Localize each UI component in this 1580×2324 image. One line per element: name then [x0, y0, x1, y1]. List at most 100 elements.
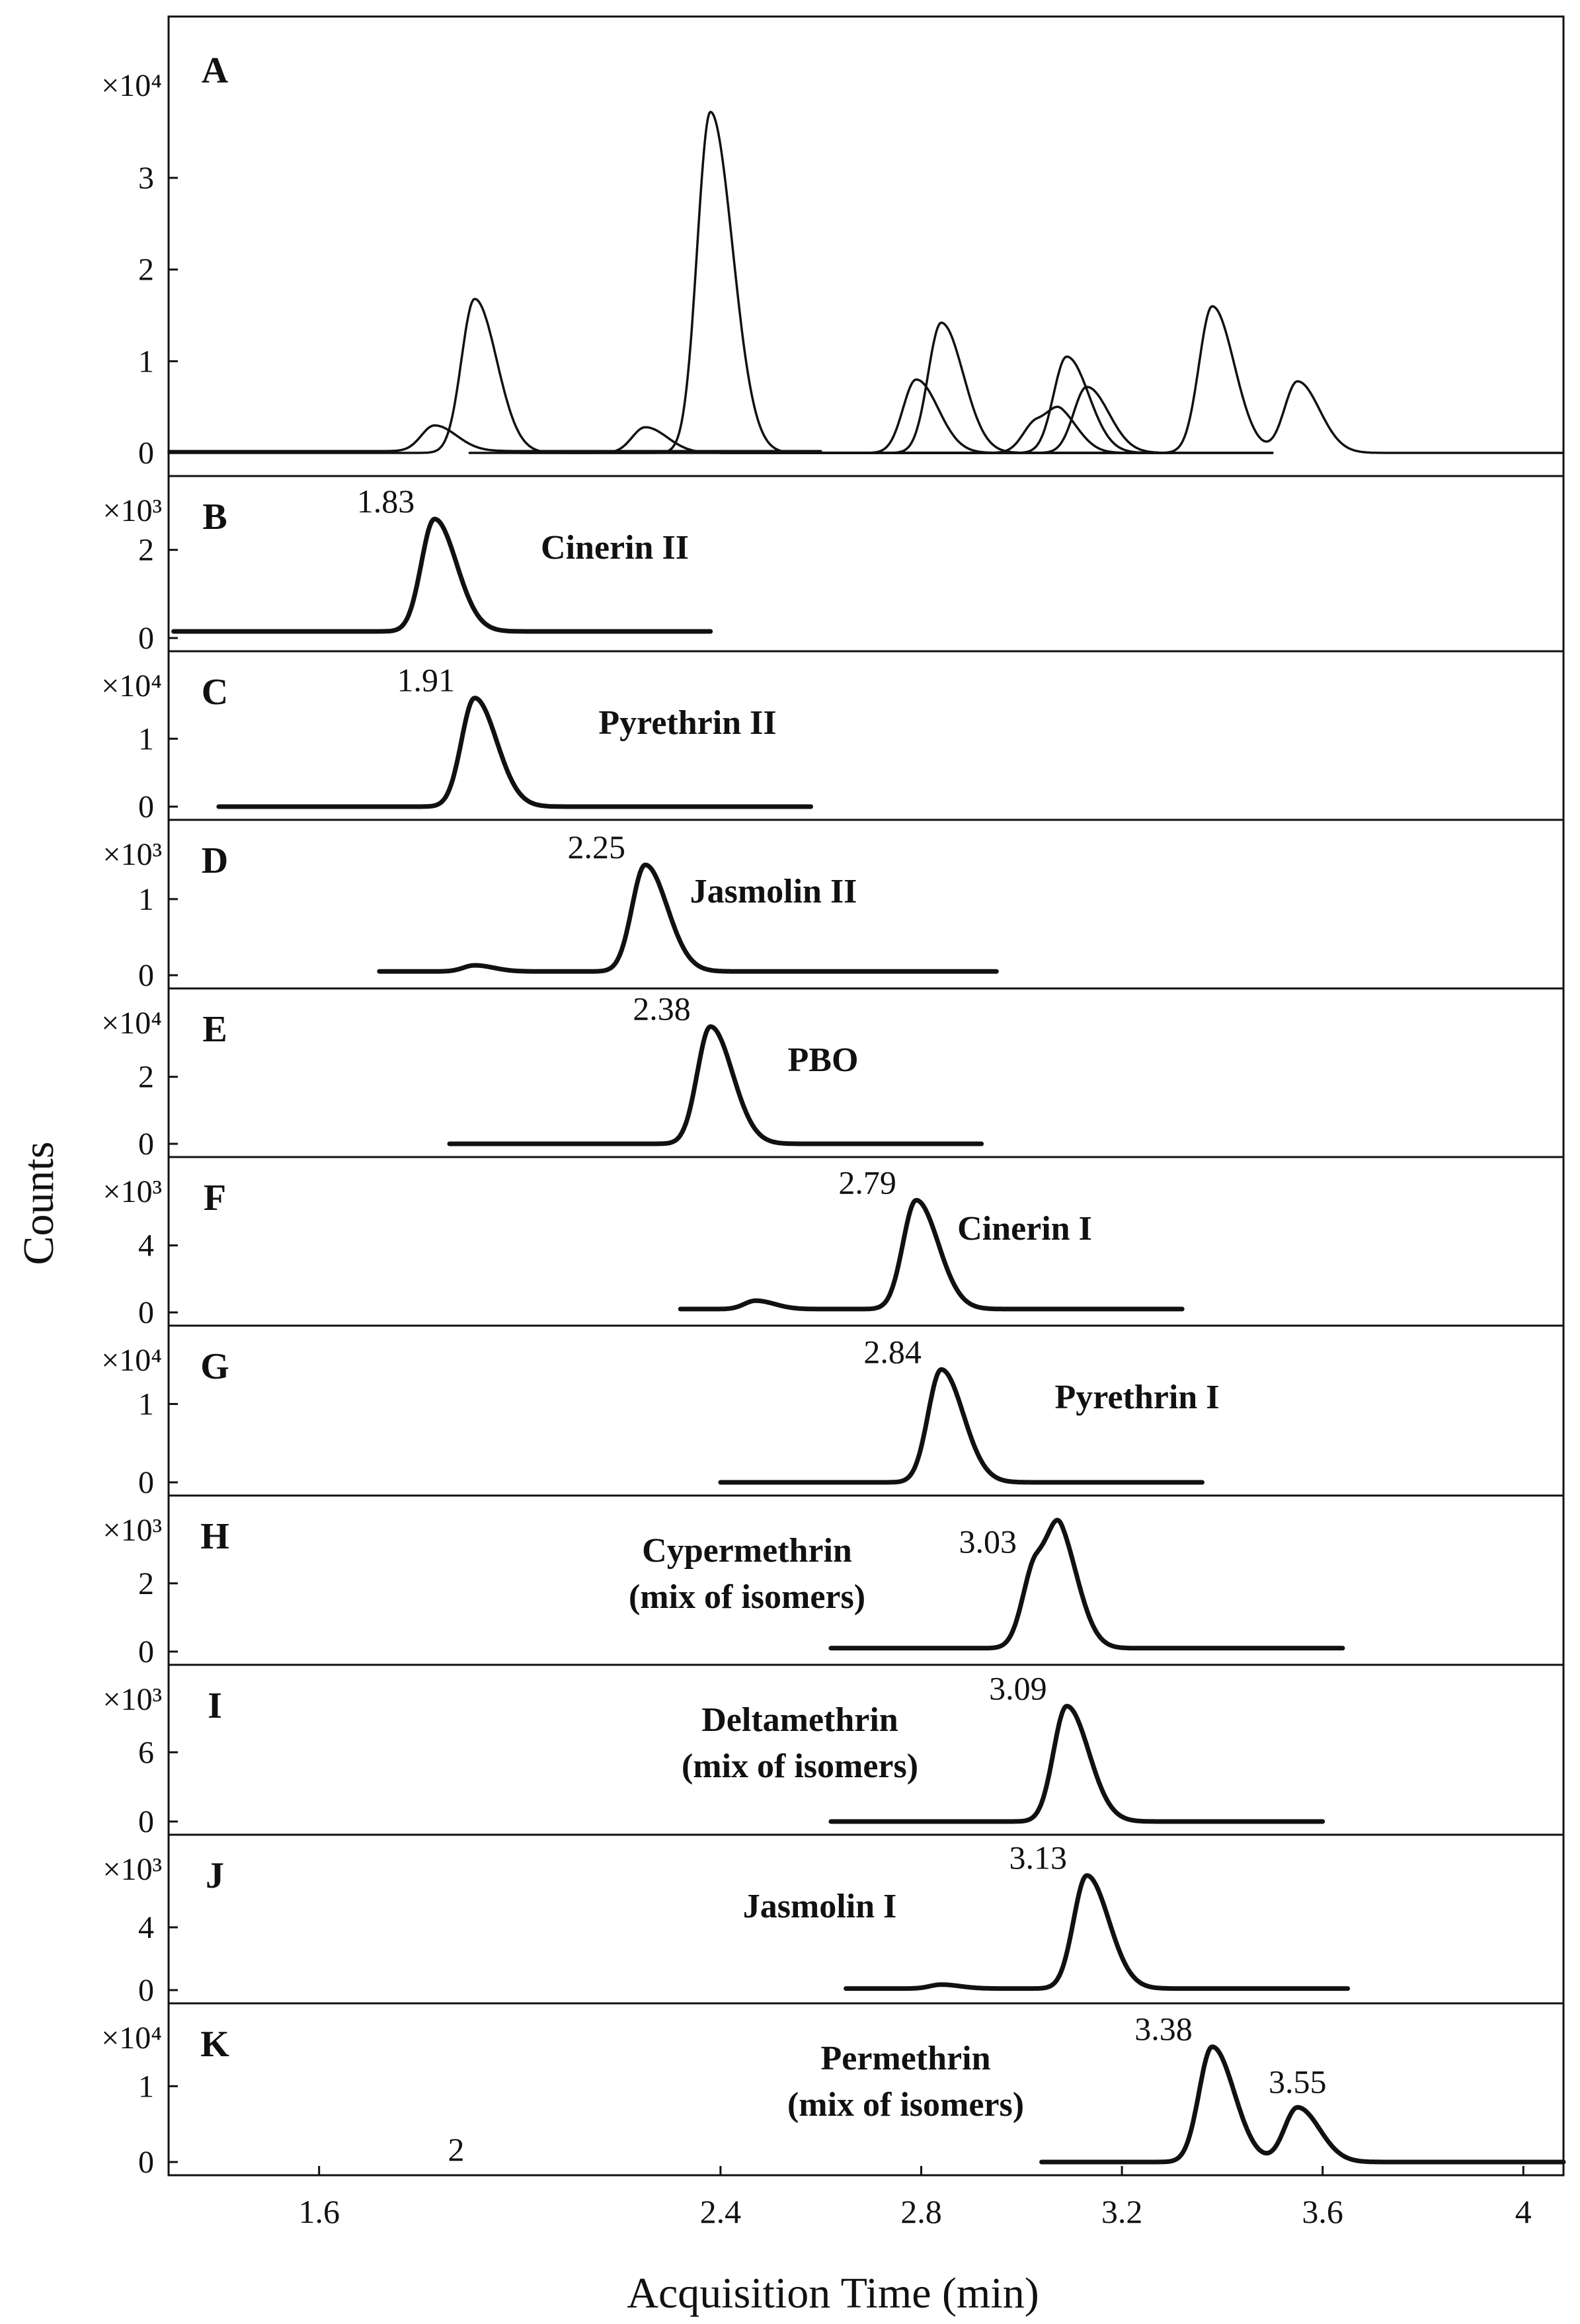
x-tick-label: 2.4	[700, 2193, 742, 2230]
trace-line	[869, 385, 1274, 454]
trace-line	[518, 110, 1023, 454]
retention-time-label: 1.91	[397, 662, 455, 699]
y-tick-label: 0	[138, 1973, 154, 2008]
panel-letter: K	[200, 2024, 229, 2065]
y-multiplier-label: ×10⁴	[101, 68, 162, 103]
x-axis-title: Acquisition Time (min)	[627, 2269, 1039, 2317]
trace-line	[468, 426, 1023, 454]
y-tick-label: 1	[138, 882, 154, 917]
y-multiplier-label: ×10³	[103, 1513, 162, 1548]
y-tick-label: 2	[138, 1566, 154, 1601]
retention-time-label: 2.38	[633, 990, 691, 1027]
trace-line	[216, 696, 813, 809]
compound-label: PBO	[788, 1041, 859, 1079]
trace-line	[167, 298, 822, 454]
y-tick-label: 1	[138, 2069, 154, 2104]
panel-frame	[167, 987, 1565, 1158]
retention-time-label: 3.38	[1134, 2011, 1193, 2048]
panel-letter: J	[206, 1855, 224, 1896]
panel-j: 0 4 ×10³ J Jasmolin I 3.13	[103, 1833, 1565, 2008]
compound-label-line2: (mix of isomers)	[682, 1747, 918, 1785]
panel-letter: I	[208, 1685, 222, 1726]
y-tick-label: 2	[138, 253, 154, 288]
x-tick-label: 1.6	[298, 2193, 340, 2230]
retention-time-label: 3.09	[989, 1669, 1047, 1706]
trace-line	[719, 321, 1173, 454]
panel-letter: A	[202, 50, 229, 91]
x-tick-label: 4	[1515, 2193, 1532, 2230]
y-tick-label: 1	[138, 1386, 154, 1422]
y-tick-label: 0	[138, 789, 154, 824]
y-tick-label: 0	[138, 958, 154, 993]
y-multiplier-label: ×10³	[103, 837, 162, 872]
compound-label: Jasmolin II	[690, 873, 857, 910]
compound-label-line2: (mix of isomers)	[787, 2086, 1024, 2124]
trace-line	[718, 1367, 1205, 1485]
panel-frame	[167, 2002, 1565, 2177]
trace-line	[1020, 305, 1565, 454]
panel-h: 0 2 ×10³ H Cypermethrin (mix of isomers) 3.03	[103, 1494, 1565, 1669]
y-tick-label: 3	[138, 161, 154, 196]
compound-label-line2: (mix of isomers)	[629, 1578, 865, 1616]
y-tick-label: 0	[138, 1634, 154, 1669]
compound-label: Jasmolin I	[743, 1888, 897, 1925]
compound-label: Cinerin II	[541, 529, 689, 567]
panel-g: 0 1 ×10⁴ G Pyrethrin I 2.84	[101, 1324, 1565, 1500]
y-multiplier-label: ×10³	[103, 493, 162, 528]
y-tick-label: 0	[138, 1804, 154, 1839]
retention-time-label: 2.79	[838, 1164, 896, 1201]
panel-letter: E	[202, 1009, 227, 1050]
compound-label: Cypermethrin	[642, 1532, 852, 1570]
panel-letter: H	[200, 1516, 229, 1557]
y-tick-label: 0	[138, 2145, 154, 2180]
panel-c: 0 1 ×10⁴ C Pyrethrin II 1.91	[101, 650, 1565, 824]
panel-frame	[167, 819, 1565, 990]
y-multiplier-label: ×10⁴	[101, 1006, 162, 1041]
x-axis-ticks: 1.6 2.4 2.8 3.2 3.6 4	[298, 2166, 1532, 2230]
trace-line	[167, 424, 822, 452]
trace-line	[828, 1704, 1325, 1824]
retention-time-label: 3.13	[1009, 1839, 1067, 1876]
panel-k: 0 1 ×10⁴ K Permethrin (mix of isomers) 3.38 3.5…	[101, 2002, 1566, 2180]
y-tick-label: 0	[138, 436, 154, 471]
retention-time-label: 3.03	[959, 1523, 1017, 1560]
retention-time-label: 2.25	[568, 828, 626, 865]
trace-line	[828, 1517, 1345, 1651]
y-tick-label: 4	[138, 1228, 154, 1263]
y-multiplier-label: ×10³	[103, 1852, 162, 1887]
panel-frame	[167, 650, 1565, 821]
stray-label: 2	[448, 2131, 465, 2168]
panel-letter: G	[200, 1346, 229, 1387]
y-tick-label: 4	[138, 1910, 154, 1945]
trace-line	[1039, 2044, 1566, 2165]
panel-letter: B	[202, 497, 227, 538]
compound-label: Deltamethrin	[701, 1701, 898, 1739]
trace-line	[447, 1024, 984, 1146]
compound-label: Pyrethrin II	[598, 704, 776, 742]
trace-line	[719, 378, 1173, 454]
panel-frame	[167, 15, 1565, 477]
retention-time-label: 1.83	[357, 483, 415, 520]
y-tick-label: 2	[138, 533, 154, 568]
compound-label: Permethrin	[820, 2040, 990, 2077]
y-multiplier-label: ×10⁴	[101, 668, 162, 703]
trace-line	[869, 355, 1274, 454]
panel-letter: C	[202, 672, 228, 713]
trace-line	[678, 1197, 1185, 1312]
y-tick-label: 0	[138, 1127, 154, 1162]
panel-letter: D	[202, 840, 228, 881]
y-axis-title: Counts	[15, 1141, 63, 1265]
compound-label: Cinerin I	[957, 1210, 1092, 1248]
compound-label: Pyrethrin I	[1055, 1379, 1220, 1416]
panel-frame	[167, 1494, 1565, 1666]
panel-a: 0 1 2 3 ×10⁴ A	[101, 15, 1565, 477]
y-tick-label: 6	[138, 1735, 154, 1770]
panel-b: 0 2 ×10³ B Cinerin II 1.83	[103, 475, 1565, 656]
trace-line	[171, 516, 713, 634]
y-tick-label: 2	[138, 1060, 154, 1095]
y-tick-label: 0	[138, 1465, 154, 1500]
x-tick-label: 2.8	[900, 2193, 942, 2230]
x-tick-label: 3.6	[1302, 2193, 1343, 2230]
panel-e: 0 2 ×10⁴ E PBO 2.38	[101, 987, 1565, 1162]
